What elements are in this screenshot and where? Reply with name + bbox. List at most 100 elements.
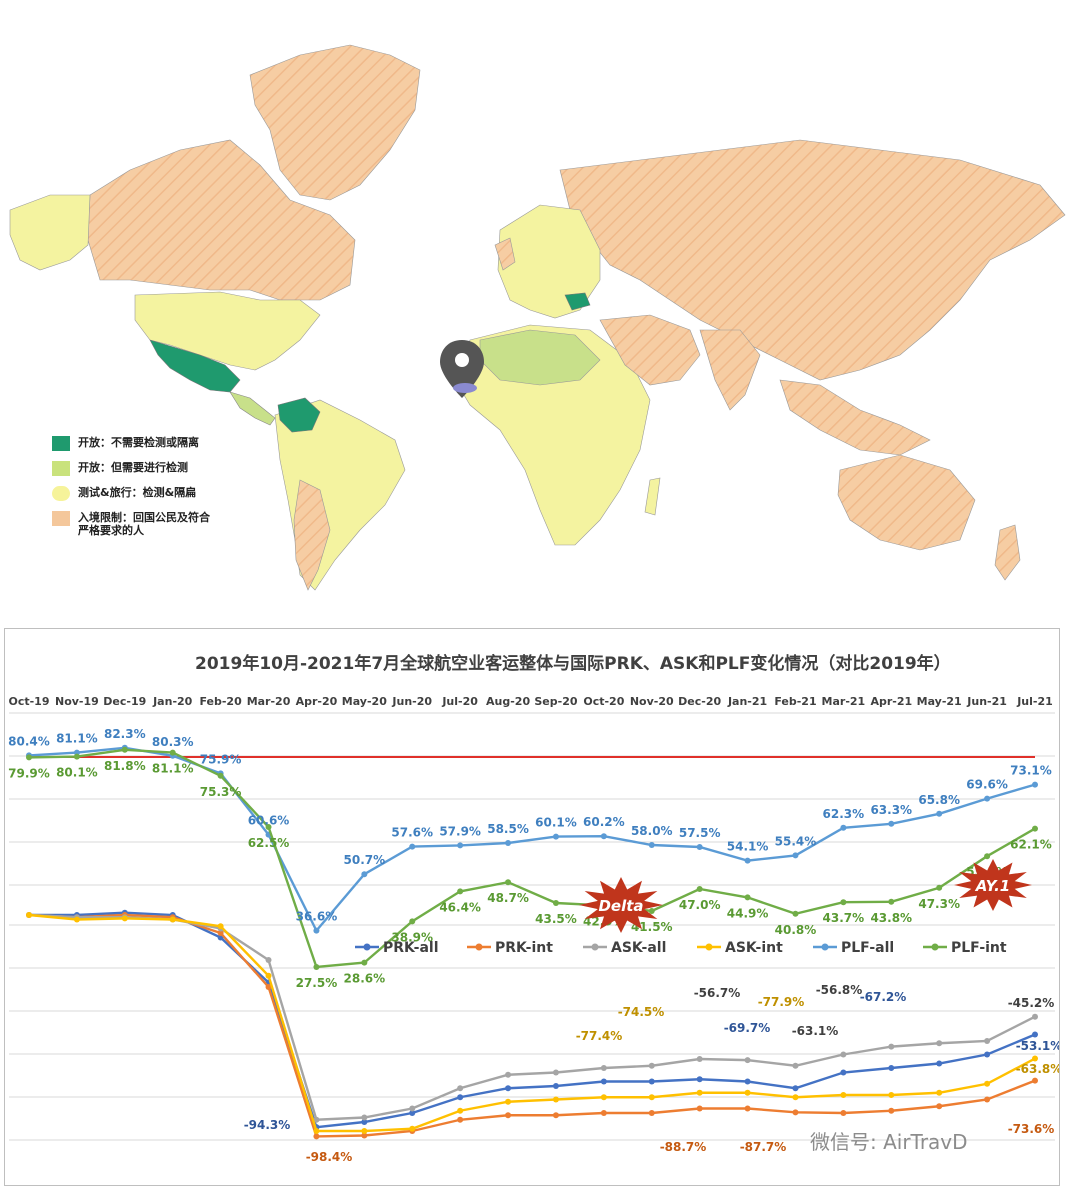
data-point — [936, 1060, 943, 1067]
data-point — [888, 1107, 895, 1114]
region-alaska — [9, 194, 91, 271]
data-point — [984, 1051, 991, 1058]
data-point — [936, 1103, 943, 1110]
data-point — [552, 833, 559, 840]
data-label: 81.1% — [56, 732, 98, 746]
legend-label: ASK-all — [611, 940, 666, 956]
data-point — [744, 857, 751, 864]
x-tick-label: Jul-20 — [441, 695, 478, 708]
data-point — [648, 842, 655, 848]
x-tick-label: Jan-21 — [727, 695, 767, 708]
data-point — [1032, 781, 1038, 788]
data-point — [217, 772, 224, 779]
data-label: 82.3% — [104, 727, 146, 741]
data-point — [888, 820, 895, 827]
data-point — [744, 1105, 751, 1112]
data-point — [552, 900, 559, 906]
data-point — [73, 916, 80, 923]
data-point — [505, 1085, 512, 1092]
x-tick-label: Sep-20 — [534, 695, 577, 708]
data-label: 54.1% — [727, 840, 769, 854]
legend-label: 开放：但需要进行检测 — [78, 461, 188, 474]
annotation-label: -77.9% — [758, 995, 805, 1009]
data-point — [696, 1056, 703, 1062]
data-point — [313, 927, 320, 934]
data-label: 60.1% — [535, 816, 577, 830]
legend-item-open-test: 开放：但需要进行检测 — [52, 461, 218, 476]
data-point — [265, 972, 272, 979]
data-label: 27.5% — [296, 976, 338, 990]
legend-item-test-travel: 测试&旅行：检测&隔扁 — [52, 486, 218, 501]
data-point — [648, 1094, 655, 1101]
data-point — [792, 1109, 799, 1116]
data-point — [600, 833, 607, 840]
data-point — [888, 1043, 895, 1050]
data-point — [792, 1062, 799, 1069]
data-label: 48.7% — [487, 891, 529, 905]
series-line-ask-int — [28, 913, 1036, 1133]
data-point — [792, 1085, 799, 1092]
data-point — [840, 824, 847, 831]
data-label: 69.6% — [966, 778, 1008, 792]
region-north-africa — [479, 329, 601, 386]
data-point — [26, 912, 32, 918]
x-tick-label: Mar-21 — [822, 695, 866, 708]
data-point — [648, 1062, 655, 1069]
data-point — [888, 1065, 895, 1071]
x-tick-label: Apr-21 — [870, 695, 912, 708]
data-label: 80.1% — [56, 766, 98, 780]
x-tick-label: Mar-20 — [247, 695, 291, 708]
region-uk — [494, 237, 516, 271]
data-label: 47.0% — [679, 898, 721, 912]
data-label: 73.1% — [1010, 764, 1052, 778]
annotation-label: -87.7% — [740, 1140, 787, 1154]
data-label: 60.6% — [248, 814, 290, 828]
legend-label: 入境限制：回国公民及符合严格要求的人 — [78, 511, 210, 537]
data-point — [552, 1096, 559, 1103]
ay1-badge — [954, 859, 1032, 911]
data-point — [26, 754, 32, 761]
data-label: 43.8% — [870, 911, 912, 925]
data-label: 60.2% — [583, 815, 625, 829]
data-point — [361, 1128, 368, 1134]
data-point — [505, 879, 512, 886]
data-point — [73, 753, 80, 760]
data-label: 28.6% — [344, 972, 386, 986]
annotation-label: -45.2% — [1008, 996, 1055, 1010]
data-point — [696, 1105, 703, 1112]
data-point — [409, 843, 416, 850]
data-point — [696, 844, 703, 850]
data-point — [744, 1078, 751, 1085]
map-legend: 开放：不需要检测或隔离 开放：但需要进行检测 测试&旅行：检测&隔扁 入境限制：… — [52, 436, 218, 547]
annotation-label: -63.1% — [792, 1024, 839, 1038]
data-point — [361, 1119, 368, 1125]
data-point — [265, 984, 272, 990]
annotation-label: -74.5% — [618, 1005, 665, 1019]
legend-label: PLF-int — [951, 940, 1007, 956]
data-label: 57.6% — [391, 826, 433, 840]
data-label: 80.4% — [8, 734, 50, 748]
legend-label: 开放：不需要检测或隔离 — [78, 436, 199, 449]
data-point — [409, 918, 416, 925]
x-tick-label: Nov-20 — [630, 695, 674, 708]
legend-marker — [475, 943, 483, 951]
data-point — [600, 1065, 607, 1071]
legend-item-open: 开放：不需要检测或隔离 — [52, 436, 218, 451]
region-australia — [837, 454, 976, 551]
data-point — [744, 1057, 751, 1064]
data-label: 43.5% — [535, 912, 577, 926]
legend-marker — [591, 943, 599, 951]
data-point — [313, 1133, 320, 1140]
data-label: 79.9% — [8, 766, 50, 780]
data-point — [744, 1089, 751, 1096]
data-point — [984, 795, 991, 802]
legend-swatch — [52, 436, 70, 451]
data-point — [313, 964, 320, 970]
data-label: 43.7% — [823, 911, 865, 925]
region-canada — [87, 139, 356, 301]
data-point — [552, 1112, 559, 1119]
data-label: 57.9% — [439, 824, 481, 838]
annotation-label: -98.4% — [306, 1150, 353, 1164]
data-label: 55.4% — [775, 834, 817, 848]
annotation-label: -94.3% — [244, 1118, 291, 1132]
